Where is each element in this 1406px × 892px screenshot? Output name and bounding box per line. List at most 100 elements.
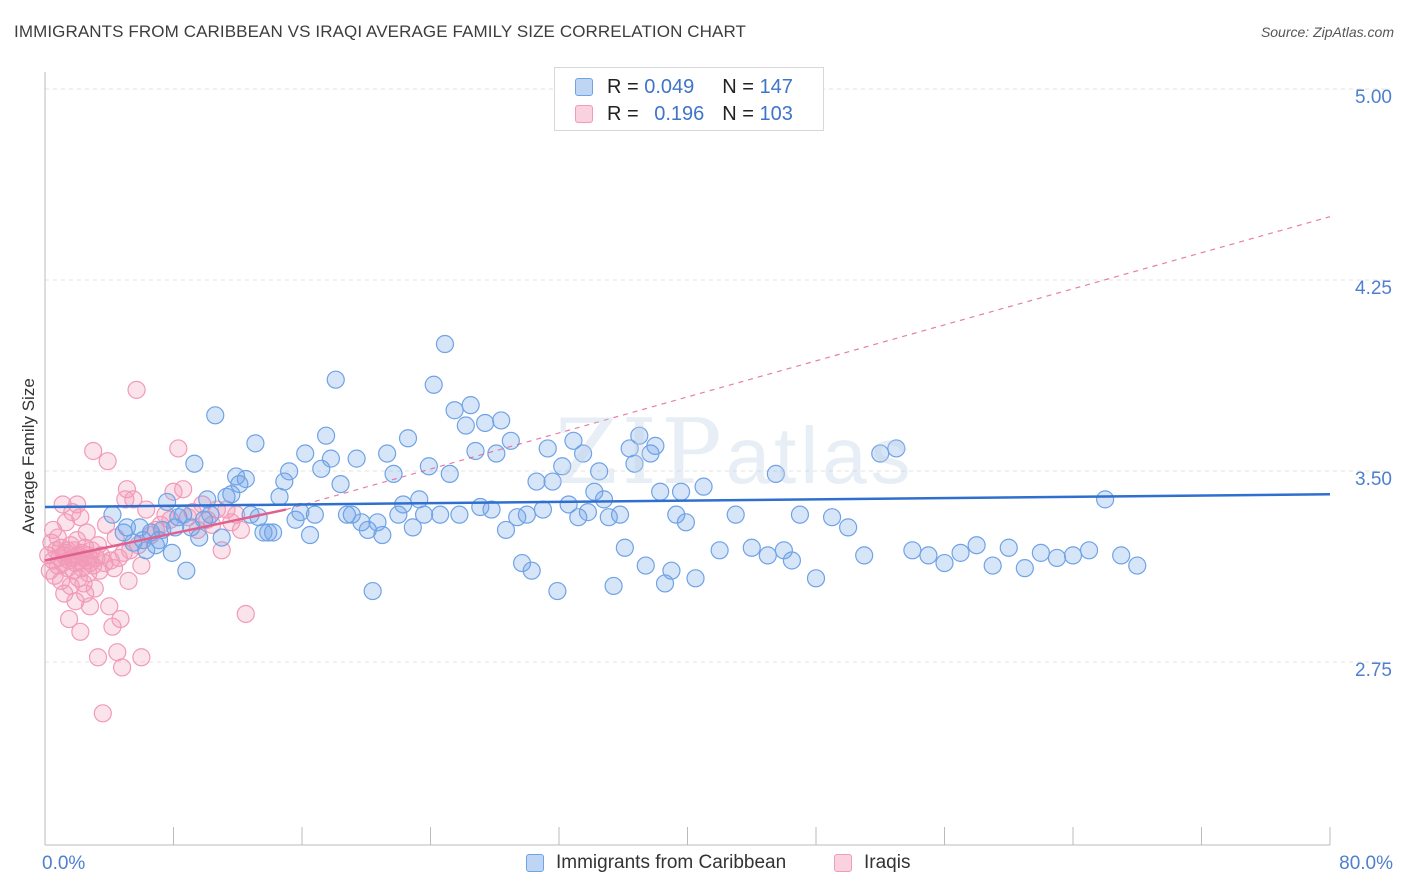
caribbean-point xyxy=(263,523,283,542)
caribbean-point xyxy=(710,541,729,560)
caribbean-point xyxy=(185,454,204,473)
caribbean-point xyxy=(169,508,188,527)
caribbean-point xyxy=(177,561,196,580)
caribbean-point xyxy=(1063,546,1083,565)
caribbean-point xyxy=(337,505,357,524)
caribbean-point xyxy=(378,444,397,463)
caribbean-point xyxy=(190,528,209,547)
caribbean-point xyxy=(1047,548,1067,568)
y-tick-label: 5.00 xyxy=(1355,87,1392,108)
caribbean-point xyxy=(630,426,649,445)
r-label: R = xyxy=(607,102,639,125)
caribbean-point xyxy=(424,375,443,394)
caribbean-point xyxy=(450,505,469,524)
caribbean-point xyxy=(839,518,858,537)
watermark-zip: ZIP xyxy=(555,400,726,505)
watermark: ZIPatlas xyxy=(555,400,915,505)
caribbean-point xyxy=(373,525,392,545)
iraqi-point xyxy=(98,452,117,471)
iraqi-point xyxy=(117,480,137,499)
caribbean-point xyxy=(358,520,377,540)
stats-legend: R = 0.049 N = 147 R = 0.196 N = 103 xyxy=(554,67,824,131)
caribbean-point xyxy=(967,536,986,555)
caribbean-point xyxy=(559,495,578,514)
legend-label: Iraqis xyxy=(864,852,911,873)
caribbean-point xyxy=(667,505,686,524)
n-label: N = xyxy=(722,75,754,98)
caribbean-point xyxy=(983,556,1002,575)
caribbean-point xyxy=(758,546,777,565)
caribbean-point xyxy=(246,434,265,453)
caribbean-point xyxy=(236,469,255,489)
caribbean-trend-line xyxy=(44,493,1331,509)
iraqi-point xyxy=(93,704,112,723)
x-tick-label: 80.0% xyxy=(1339,853,1393,874)
caribbean-point xyxy=(569,508,588,527)
caribbean-point xyxy=(573,444,593,463)
caribbean-point xyxy=(625,454,644,473)
caribbean-point xyxy=(445,401,464,420)
source-credit: Source: ZipAtlas.com xyxy=(1260,24,1394,40)
caribbean-point xyxy=(492,411,511,430)
caribbean-point xyxy=(103,505,122,524)
caribbean-point xyxy=(604,576,623,596)
caribbean-point xyxy=(543,472,562,491)
r-label: R = xyxy=(607,75,639,98)
caribbean-point xyxy=(686,569,705,588)
iraqi-point xyxy=(88,648,108,667)
caribbean-point xyxy=(201,505,220,524)
iraqi-point xyxy=(69,569,88,588)
iraqi-point xyxy=(132,648,151,667)
caribbean-point xyxy=(305,505,324,524)
caribbean-point xyxy=(296,444,315,463)
iraqi-point xyxy=(96,515,116,534)
caribbean-point xyxy=(903,541,922,560)
caribbean-point xyxy=(662,561,681,580)
y-tick-label: 3.50 xyxy=(1355,469,1392,490)
caribbean-point xyxy=(594,490,614,509)
caribbean-point xyxy=(403,518,422,537)
iraqi-point xyxy=(169,439,188,458)
iraqi-point xyxy=(132,556,151,575)
legend-item-iraqis: Iraqis xyxy=(834,852,910,874)
watermark-atlas: atlas xyxy=(725,411,915,500)
caribbean-point xyxy=(742,538,761,557)
caribbean-point xyxy=(363,581,382,601)
iraqi-trend-extension xyxy=(285,216,1331,511)
caribbean-point xyxy=(538,439,557,458)
iraqi-point xyxy=(104,559,124,578)
iraqi-point xyxy=(68,495,87,514)
caribbean-point xyxy=(352,513,371,532)
caribbean-point xyxy=(316,426,336,445)
caribbean-point xyxy=(300,525,320,545)
chart-title: IMMIGRANTS FROM CARIBBEAN VS IRAQI AVERA… xyxy=(14,22,747,41)
caribbean-point xyxy=(1096,490,1115,509)
caribbean-point xyxy=(522,561,541,580)
n-label: N = xyxy=(722,102,754,125)
caribbean-point xyxy=(198,490,217,509)
caribbean-point xyxy=(590,462,609,481)
iraqi-point xyxy=(127,380,146,399)
iraqi-point xyxy=(108,643,127,662)
stats-legend-row-iraqis: R = 0.196 N = 103 xyxy=(575,102,793,126)
iraqi-point xyxy=(231,520,251,540)
caribbean-point xyxy=(347,449,366,468)
caribbean-point xyxy=(487,444,506,463)
iraqi-trend-line xyxy=(44,508,287,562)
n-value: 103 xyxy=(759,102,793,125)
caribbean-point xyxy=(726,505,745,524)
tick-labels: 2.75 3.50 4.25 5.00 0.0% 80.0% xyxy=(42,87,1393,874)
caribbean-point xyxy=(599,508,618,527)
caribbean-point xyxy=(162,543,181,562)
iraqi-point xyxy=(53,495,72,514)
iraqi-point xyxy=(56,513,75,532)
caribbean-point xyxy=(321,449,341,468)
caribbean-point xyxy=(766,464,785,484)
caribbean-point xyxy=(512,553,532,573)
caribbean-point xyxy=(254,523,273,542)
blue-swatch xyxy=(526,854,544,872)
caribbean-point xyxy=(389,505,408,524)
caribbean-point xyxy=(270,487,289,506)
caribbean-point xyxy=(855,546,874,565)
caribbean-point xyxy=(496,520,516,540)
